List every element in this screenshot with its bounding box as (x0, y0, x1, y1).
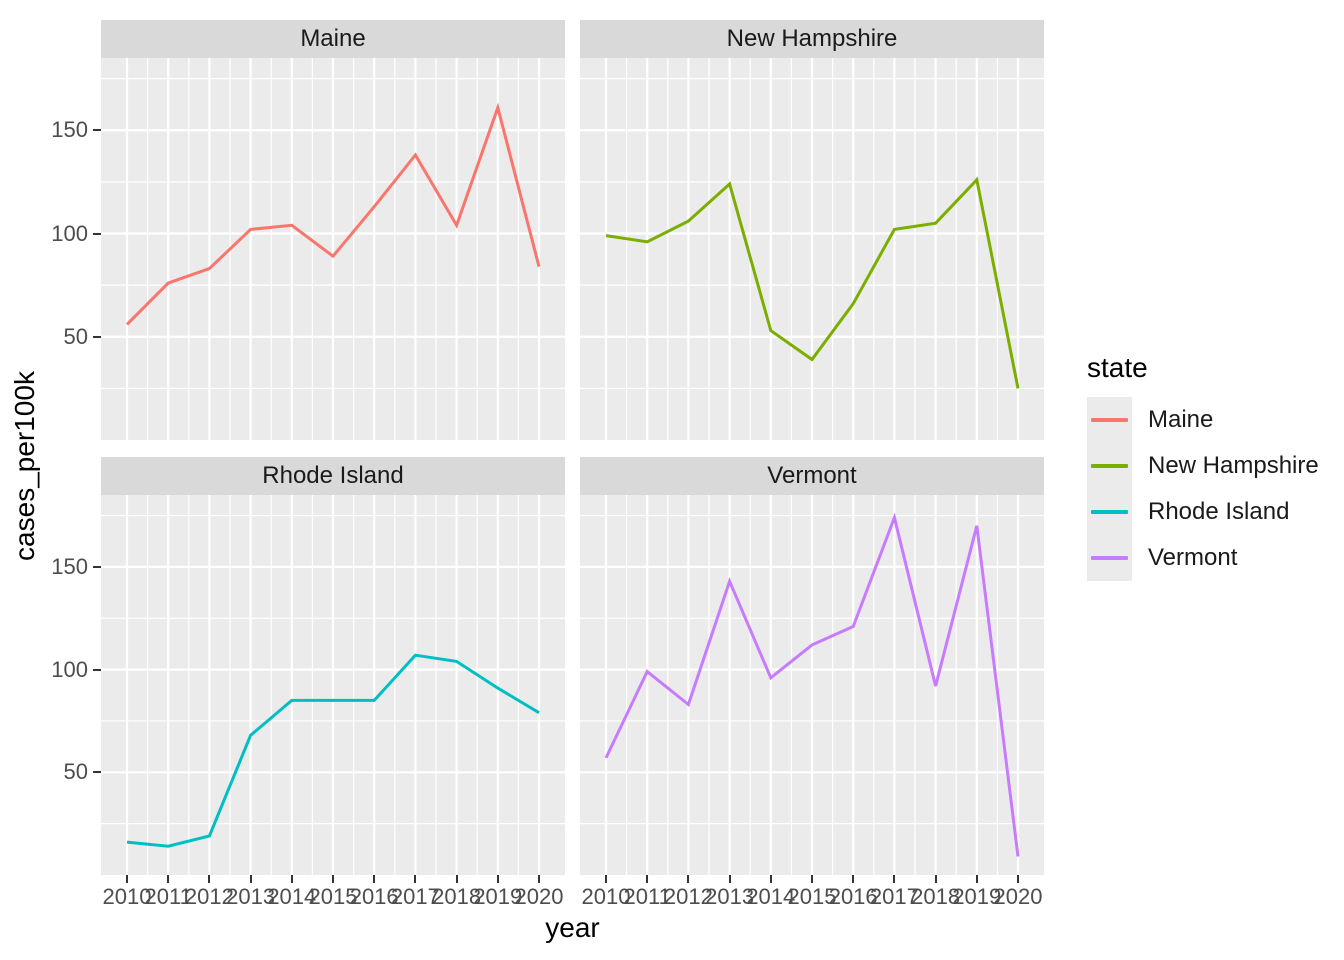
series-line-rhode-island (126, 653, 540, 848)
x-tick-label: 2012 (184, 884, 234, 909)
x-tick (455, 875, 458, 883)
x-tick (249, 875, 252, 883)
y-tick (93, 668, 101, 671)
x-tick-label: 2017 (390, 884, 440, 909)
legend-swatch-rhode-island (1091, 510, 1128, 514)
x-tick-label: 2014 (267, 884, 317, 909)
legend-key-vermont (1087, 535, 1132, 581)
y-tick (93, 335, 101, 338)
x-tick-label: 2014 (746, 884, 796, 909)
panel-new-hampshire (580, 58, 1044, 440)
legend-swatch-maine (1091, 418, 1128, 422)
series-line-vermont (604, 512, 1020, 857)
panel-rhode-island (101, 495, 565, 875)
facet-strip-rhode-island: Rhode Island (101, 457, 565, 495)
x-tick (852, 875, 855, 883)
y-tick-label: 50 (63, 759, 88, 785)
x-tick (332, 875, 334, 883)
x-tick-label: 2010 (581, 884, 631, 909)
facet-strip-maine: Maine (101, 20, 565, 58)
x-tick-label: 2020 (514, 884, 564, 909)
y-tick (93, 565, 101, 568)
x-axis-title: year (545, 912, 600, 943)
facet-title: Rhode Island (262, 462, 404, 489)
x-tick (893, 875, 896, 883)
x-tick-label: 2013 (226, 884, 276, 909)
y-tick-label: 50 (63, 323, 88, 349)
x-tick-label: 2019 (473, 884, 523, 909)
x-tick (687, 875, 690, 883)
x-tick (1017, 875, 1019, 883)
x-tick-label: 2020 (993, 884, 1043, 909)
x-tick-label: 2015 (308, 884, 358, 909)
x-tick (934, 875, 937, 883)
legend-title: state (1087, 352, 1148, 383)
x-tick-label: 2016 (828, 884, 878, 909)
x-tick (646, 875, 649, 883)
x-tick (126, 875, 128, 883)
facet-title: New Hampshire (726, 25, 898, 52)
x-tick (605, 875, 607, 883)
x-tick-label: 2019 (952, 884, 1002, 909)
x-tick-label: 2017 (869, 884, 919, 909)
legend-swatch-vermont (1091, 556, 1128, 560)
x-tick (538, 875, 540, 883)
x-tick-label: 2016 (349, 884, 399, 909)
y-tick-label: 150 (51, 117, 88, 143)
series-line-maine (125, 102, 541, 326)
panel-vermont (580, 495, 1044, 875)
y-tick (93, 129, 101, 132)
x-tick (769, 875, 772, 883)
x-tick (811, 875, 813, 883)
facet-strip-vermont: Vermont (580, 457, 1044, 495)
x-tick-label: 2018 (432, 884, 482, 909)
legend-label-rhode-island: Rhode Island (1148, 498, 1290, 525)
x-tick-label: 2013 (705, 884, 755, 909)
y-tick-label: 100 (51, 220, 88, 246)
x-tick (975, 875, 978, 883)
y-tick-label: 100 (51, 656, 88, 682)
y-tick (93, 232, 101, 235)
legend-key-rhode-island (1087, 489, 1132, 535)
x-tick (208, 875, 211, 883)
y-tick (93, 771, 101, 774)
legend: state Maine New Hampshire Rhode Island Verm… (1087, 340, 1344, 600)
facet-title: Vermont (767, 462, 857, 489)
legend-label-maine: Maine (1148, 406, 1214, 433)
x-tick-label: 2011 (623, 884, 671, 909)
x-tick-label: 2010 (102, 884, 152, 909)
x-tick (373, 875, 376, 883)
x-tick-label: 2018 (911, 884, 961, 909)
legend-label-new-hampshire: New Hampshire (1148, 452, 1319, 479)
x-tick (496, 875, 499, 883)
y-tick-label: 150 (51, 553, 88, 579)
legend-key-maine (1087, 397, 1132, 443)
x-tick (167, 875, 170, 883)
x-tick-label: 2015 (787, 884, 837, 909)
x-tick (290, 875, 293, 883)
x-tick-label: 2012 (663, 884, 713, 909)
facet-title: Maine (300, 25, 366, 52)
x-tick (728, 875, 731, 883)
legend-swatch-new-hampshire (1091, 464, 1128, 468)
x-tick-label: 2011 (144, 884, 192, 909)
legend-label-vermont: Vermont (1148, 544, 1238, 571)
series-line-new-hampshire (605, 176, 1020, 389)
x-tick (414, 875, 417, 883)
facet-strip-new-hampshire: New Hampshire (580, 20, 1044, 58)
panel-maine (101, 58, 565, 440)
legend-key-new-hampshire (1087, 443, 1132, 489)
